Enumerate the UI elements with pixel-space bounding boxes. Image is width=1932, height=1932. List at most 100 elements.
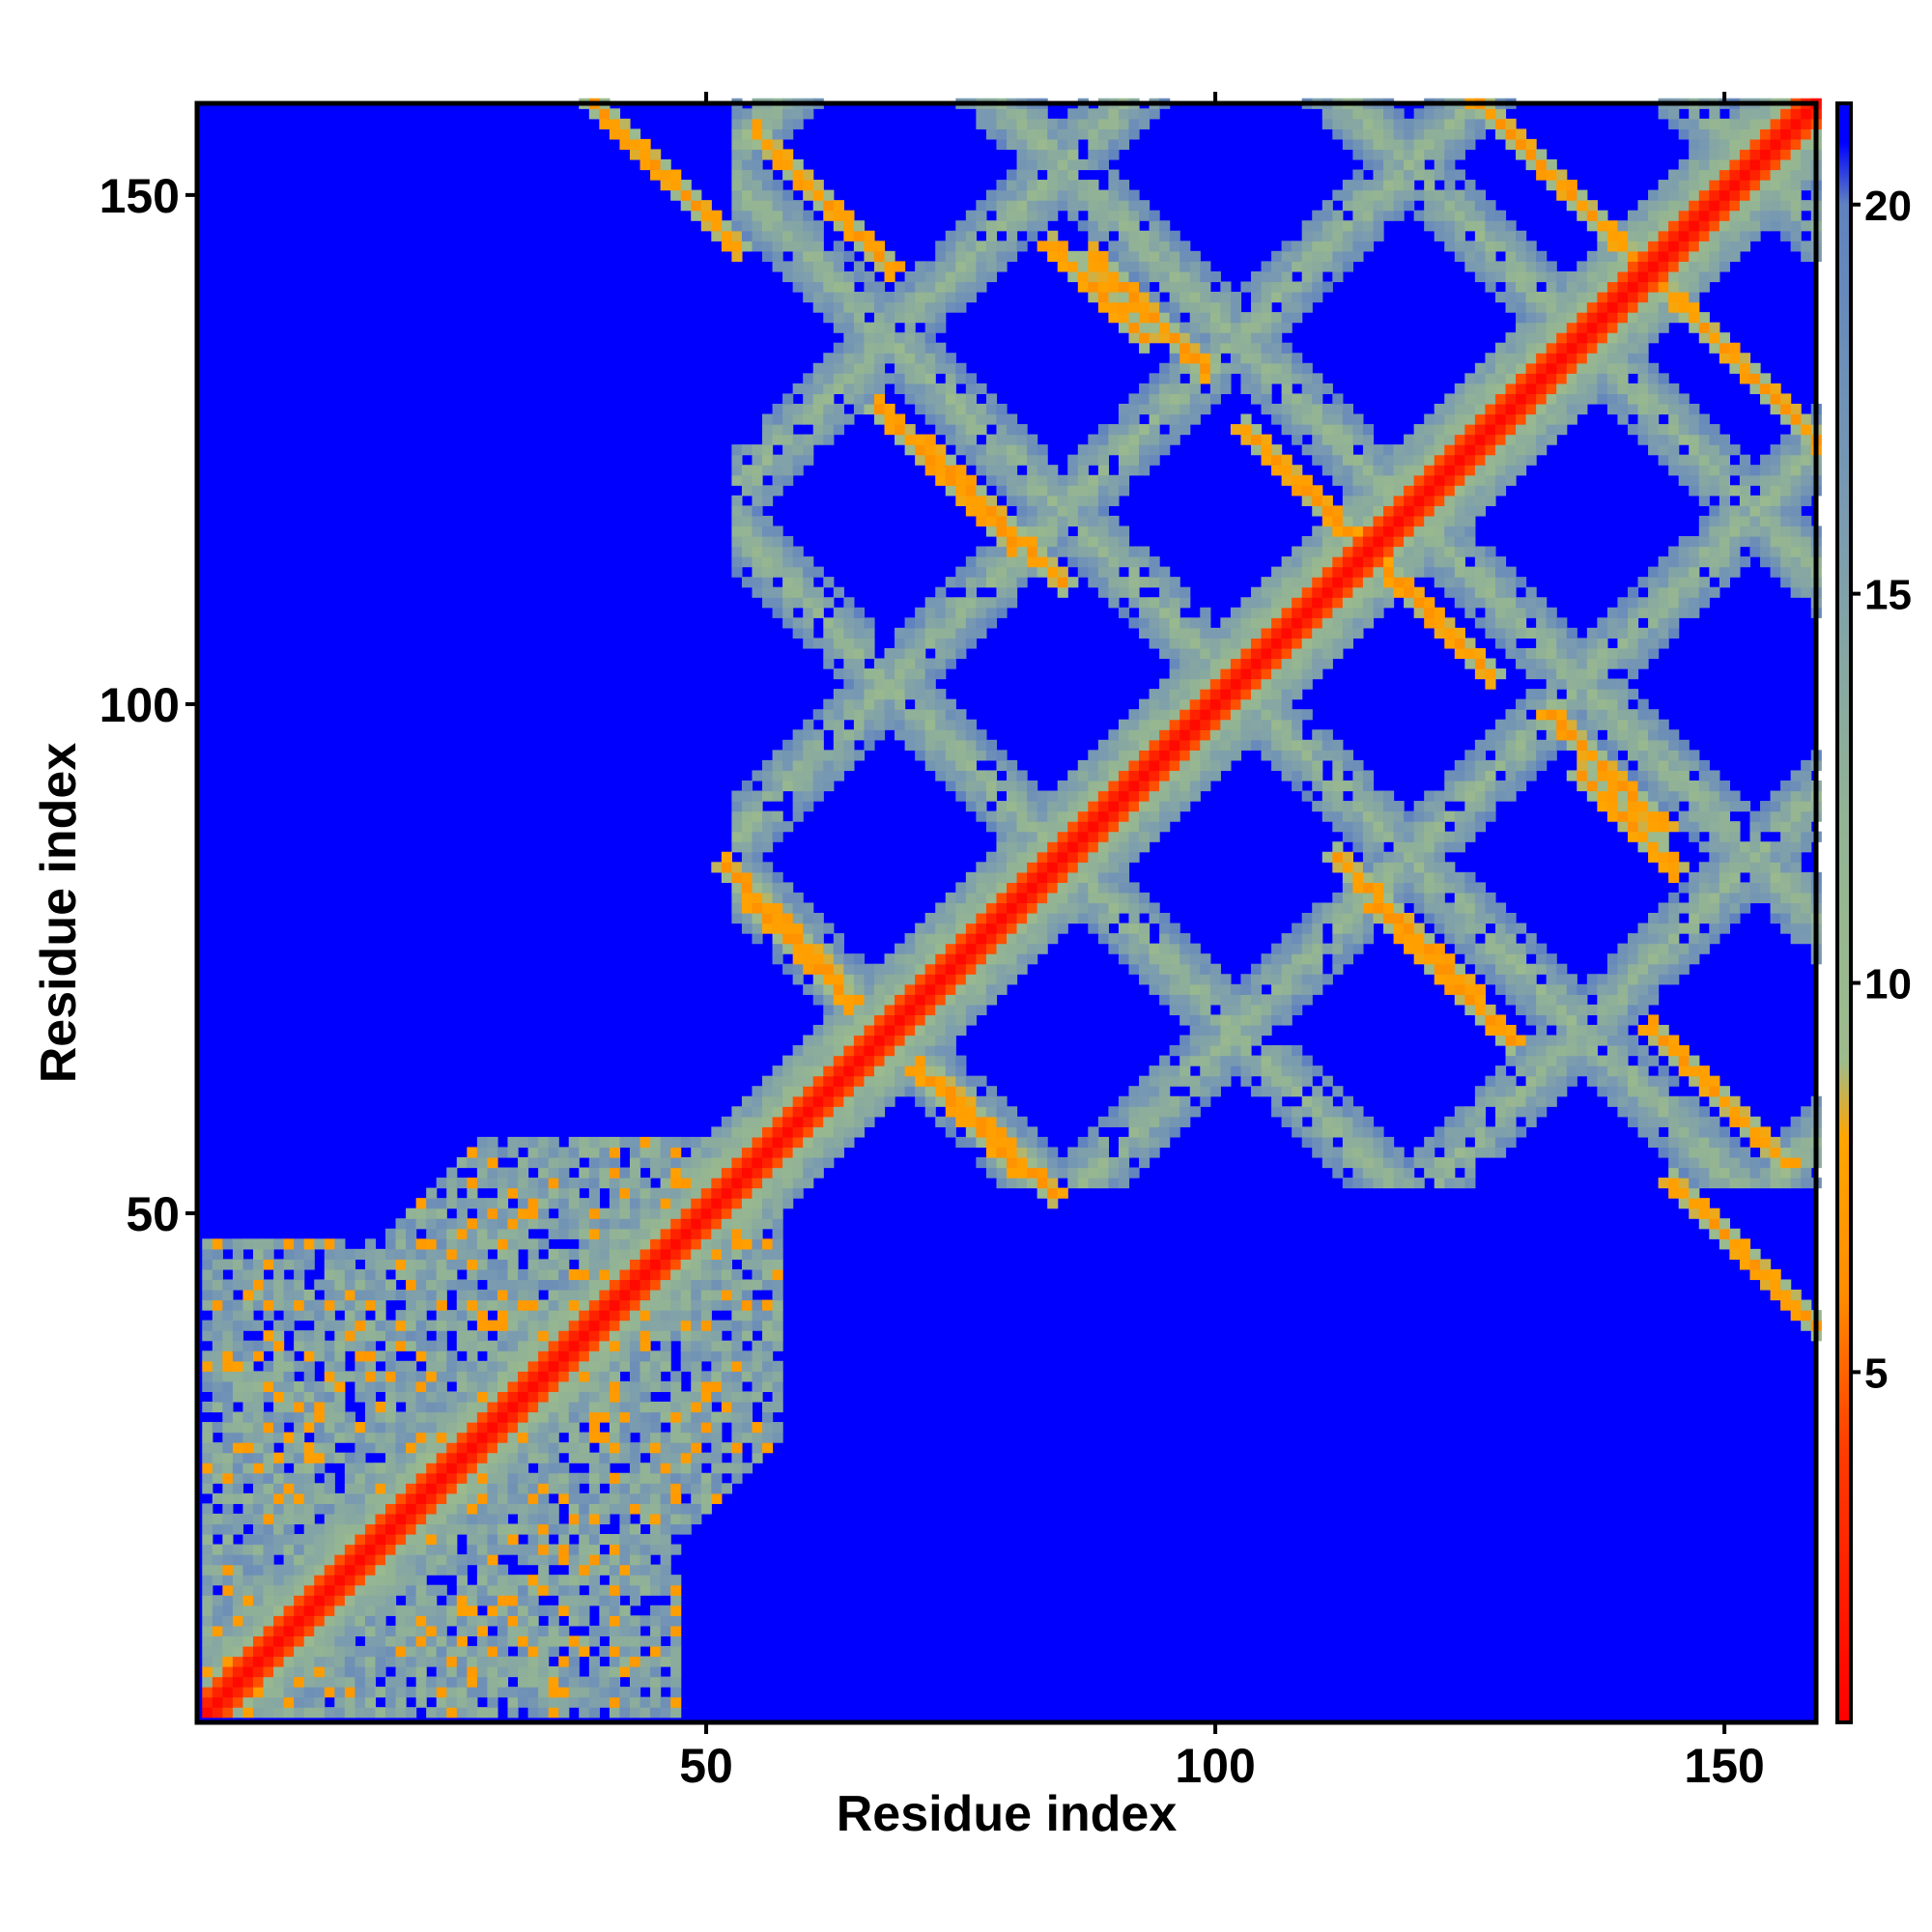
- heatmap-cell: [731, 1411, 743, 1423]
- heatmap-cell: [436, 1320, 447, 1331]
- heatmap-cell: [252, 1575, 265, 1586]
- heatmap-cell: [314, 1279, 326, 1291]
- heatmap-cell: [700, 1198, 712, 1209]
- heatmap-cell: [955, 750, 967, 761]
- heatmap-cell: [1088, 200, 1099, 212]
- heatmap-cell: [1077, 546, 1089, 557]
- heatmap-cell: [924, 678, 936, 690]
- heatmap-cell: [1118, 1095, 1130, 1107]
- heatmap-cell: [1128, 230, 1140, 242]
- heatmap-cell: [1108, 1156, 1120, 1169]
- heatmap-cell: [772, 465, 783, 476]
- heatmap-cell: [965, 780, 977, 792]
- heatmap-cell: [935, 1035, 947, 1046]
- heatmap-cell: [497, 1401, 509, 1413]
- heatmap-cell: [985, 933, 998, 945]
- heatmap-cell: [314, 1687, 326, 1698]
- heatmap-cell: [252, 1380, 265, 1393]
- heatmap-cell: [263, 1513, 274, 1525]
- heatmap-cell: [294, 1554, 305, 1566]
- heatmap-cell: [273, 1584, 285, 1596]
- heatmap-cell: [1067, 149, 1079, 160]
- heatmap-cell: [1016, 913, 1028, 924]
- heatmap-cell: [670, 1268, 682, 1281]
- heatmap-cell: [650, 1401, 662, 1413]
- heatmap-cell: [487, 1666, 498, 1678]
- heatmap-cell: [487, 1432, 498, 1443]
- heatmap-cell: [895, 1086, 906, 1097]
- heatmap-cell: [1057, 566, 1068, 578]
- heatmap-cell: [1097, 1178, 1110, 1189]
- heatmap-cell: [1169, 627, 1180, 639]
- heatmap-cell: [599, 1584, 611, 1596]
- heatmap-cell: [1108, 301, 1120, 313]
- heatmap-cell: [487, 1635, 498, 1647]
- heatmap-cell: [385, 1452, 397, 1463]
- heatmap-cell: [864, 383, 875, 395]
- heatmap-cell: [303, 1584, 315, 1596]
- heatmap-cell: [232, 1350, 244, 1362]
- heatmap-cell: [538, 1523, 550, 1535]
- heatmap-cell: [792, 158, 804, 171]
- heatmap-cell: [772, 403, 783, 415]
- heatmap-cell: [446, 1544, 458, 1555]
- heatmap-cell: [864, 403, 875, 415]
- heatmap-cell: [1088, 780, 1099, 792]
- heatmap-cell: [273, 1513, 285, 1525]
- heatmap-cell: [660, 1492, 671, 1504]
- heatmap-cell: [639, 1350, 651, 1362]
- heatmap-cell: [1088, 759, 1099, 772]
- heatmap-cell: [670, 180, 682, 191]
- heatmap-cell: [833, 250, 844, 262]
- heatmap-cell: [1047, 892, 1059, 904]
- heatmap-cell: [700, 1401, 712, 1413]
- heatmap-cell: [965, 230, 977, 242]
- heatmap-cell: [772, 118, 783, 129]
- heatmap-cell: [355, 1696, 366, 1708]
- heatmap-cell: [467, 1310, 478, 1321]
- heatmap-cell: [334, 1380, 346, 1393]
- heatmap-cell: [344, 1290, 355, 1301]
- heatmap-cell: [792, 1086, 804, 1097]
- heatmap-cell: [965, 1136, 977, 1149]
- heatmap-cell: [222, 1452, 234, 1463]
- heatmap-cell: [385, 1259, 397, 1270]
- heatmap-cell: [263, 1472, 274, 1484]
- heatmap-cell: [212, 1268, 223, 1281]
- heatmap-cell: [762, 1187, 774, 1199]
- heatmap-cell: [752, 1350, 763, 1362]
- heatmap-cell: [803, 943, 814, 954]
- heatmap-cell: [670, 1167, 682, 1179]
- heatmap-cell: [924, 1045, 936, 1057]
- heatmap-cell: [1097, 750, 1110, 761]
- heatmap-cell: [895, 638, 906, 649]
- heatmap-cell: [1037, 180, 1048, 191]
- heatmap-cell: [660, 1340, 671, 1351]
- heatmap-cell: [375, 1595, 386, 1606]
- heatmap-cell: [507, 1350, 519, 1362]
- heatmap-cell: [741, 210, 753, 221]
- heatmap-cell: [609, 1371, 621, 1382]
- heatmap-cell: [242, 1310, 254, 1321]
- heatmap-cell: [996, 556, 1008, 568]
- heatmap-cell: [375, 1645, 386, 1658]
- heatmap-cell: [1097, 281, 1110, 293]
- heatmap-cell: [385, 1442, 397, 1454]
- heatmap-cell: [527, 1290, 539, 1301]
- heatmap-cell: [314, 1310, 326, 1321]
- heatmap-cell: [467, 1442, 478, 1454]
- heatmap-cell: [935, 689, 947, 700]
- heatmap-cell: [1139, 546, 1151, 557]
- heatmap-cell: [1057, 1156, 1068, 1169]
- heatmap-cell: [945, 1024, 956, 1037]
- heatmap-cell: [1027, 831, 1038, 842]
- heatmap-cell: [629, 1147, 641, 1158]
- heatmap-cell: [436, 1503, 447, 1515]
- heatmap-cell: [619, 1452, 631, 1463]
- heatmap-cell: [1139, 780, 1151, 792]
- heatmap-cell: [212, 1595, 223, 1606]
- heatmap-cell: [527, 1696, 539, 1708]
- heatmap-cell: [375, 1625, 386, 1636]
- heatmap-cell: [609, 1156, 621, 1169]
- heatmap-cell: [996, 943, 1008, 954]
